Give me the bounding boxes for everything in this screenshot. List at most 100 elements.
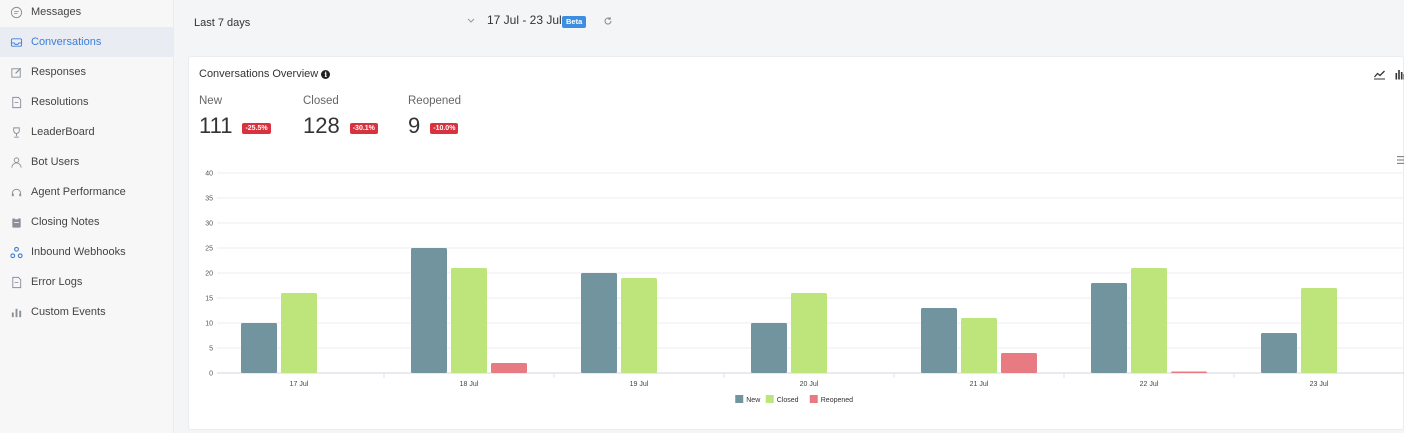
sidebar-item-label: Conversations — [31, 36, 102, 48]
beta-badge: Beta — [562, 16, 587, 28]
stat-closed: Closed 128 -30.1% — [303, 95, 378, 139]
user-icon — [9, 155, 23, 169]
x-tick-label: 23 Jul — [1310, 381, 1329, 388]
stat-label: Closed — [303, 95, 339, 107]
sidebar-item-inbound-webhooks[interactable]: Inbound Webhooks — [0, 237, 174, 267]
y-tick-label: 40 — [205, 171, 213, 178]
date-range-text: 17 Jul - 23 Jul — [487, 13, 562, 27]
bar-closed — [1301, 288, 1337, 373]
sidebar-item-label: Agent Performance — [31, 186, 126, 198]
legend-label: Closed — [777, 397, 799, 404]
chevron-down-icon[interactable] — [466, 15, 476, 27]
bar-chart-icon — [9, 305, 23, 319]
sidebar-item-label: Custom Events — [31, 306, 106, 318]
conversations-overview-card: Conversations Overview i New 111 -25.5% … — [188, 56, 1404, 430]
y-tick-label: 25 — [205, 246, 213, 253]
chat-bubble-icon — [9, 5, 23, 19]
stat-new: New 111 -25.5% — [199, 95, 271, 139]
bar-closed — [621, 278, 657, 373]
y-tick-label: 15 — [205, 296, 213, 303]
stat-change-badge: -25.5% — [242, 123, 271, 134]
bar-closed — [961, 318, 997, 373]
x-tick-label: 20 Jul — [800, 381, 819, 388]
y-tick-label: 35 — [205, 196, 213, 203]
stat-label: New — [199, 95, 223, 107]
bar-new — [411, 248, 447, 373]
sidebar-item-label: Responses — [31, 66, 87, 78]
bar-new — [1091, 283, 1127, 373]
card-title-text: Conversations Overview — [199, 68, 319, 80]
sidebar-item-label: LeaderBoard — [31, 126, 95, 138]
stat-reopened: Reopened 9 -10.0% — [408, 95, 461, 139]
sidebar-item-leaderboard[interactable]: LeaderBoard — [0, 117, 174, 147]
refresh-icon[interactable] — [603, 15, 613, 27]
stat-value: 128 — [303, 113, 340, 138]
bar-new — [921, 308, 957, 373]
legend-swatch — [735, 395, 744, 403]
bar-closed — [281, 293, 317, 373]
sidebar-item-label: Messages — [31, 6, 82, 18]
edit-icon — [9, 65, 23, 79]
sidebar-item-label: Inbound Webhooks — [31, 246, 126, 258]
card-title: Conversations Overview i — [199, 68, 331, 80]
sidebar-item-label: Resolutions — [31, 96, 89, 108]
stat-value: 111 — [199, 113, 233, 138]
sidebar-item-label: Closing Notes — [31, 216, 100, 228]
document-icon — [9, 275, 23, 289]
bar-reopened — [1001, 353, 1037, 373]
sidebar-item-bot-users[interactable]: Bot Users — [0, 147, 174, 177]
y-tick-label: 5 — [209, 346, 213, 353]
bar-reopened — [1171, 371, 1207, 373]
stat-change-badge: -10.0% — [430, 123, 459, 134]
bar-reopened — [491, 363, 527, 373]
sidebar-item-error-logs[interactable]: Error Logs — [0, 267, 174, 297]
sidebar-item-label: Bot Users — [31, 156, 80, 168]
legend-swatch — [809, 395, 818, 403]
conversations-bar-chart: 0 5 10 15 20 25 30 35 40 17 Jul 18 Jul 19 Jul 20 Jul… — [205, 171, 1404, 404]
bar-closed — [1131, 268, 1167, 373]
sidebar-item-label: Error Logs — [31, 276, 83, 288]
sidebar-item-custom-events[interactable]: Custom Events — [0, 297, 174, 327]
legend-swatch — [765, 395, 774, 403]
legend-label: New — [746, 397, 761, 404]
bar-new — [1261, 333, 1297, 373]
date-range-select[interactable]: Last 7 days — [194, 15, 304, 31]
sidebar-item-resolutions[interactable]: Resolutions — [0, 87, 174, 117]
bar-chart-icon[interactable] — [1395, 68, 1404, 80]
x-tick-label: 19 Jul — [630, 381, 649, 388]
bar-new — [241, 323, 277, 373]
inbox-icon — [9, 35, 23, 49]
bar-new — [751, 323, 787, 373]
line-chart-icon[interactable] — [1373, 68, 1386, 80]
webhook-icon — [9, 245, 23, 259]
x-tick-label: 22 Jul — [1140, 381, 1159, 388]
sidebar-item-conversations[interactable]: Conversations — [0, 27, 174, 57]
x-tick-label: 17 Jul — [290, 381, 309, 388]
x-tick-label: 21 Jul — [970, 381, 989, 388]
sidebar: Messages Conversations Responses Resolut… — [0, 0, 174, 433]
y-tick-label: 0 — [209, 371, 213, 378]
y-tick-label: 30 — [205, 221, 213, 228]
sidebar-item-responses[interactable]: Responses — [0, 57, 174, 87]
date-range-select-value: Last 7 days — [194, 17, 251, 29]
filter-bar: Last 7 days 17 Jul - 23 Jul Beta — [175, 0, 1404, 52]
x-tick-label: 18 Jul — [460, 381, 479, 388]
document-icon — [9, 95, 23, 109]
sidebar-item-messages[interactable]: Messages — [0, 0, 174, 27]
sidebar-item-agent-performance[interactable]: Agent Performance — [0, 177, 174, 207]
chart-menu-icon[interactable] — [1397, 155, 1404, 165]
legend-label: Reopened — [821, 397, 853, 404]
sidebar-item-closing-notes[interactable]: Closing Notes — [0, 207, 174, 237]
headset-icon — [9, 185, 23, 199]
clipboard-icon — [9, 215, 23, 229]
bar-closed — [791, 293, 827, 373]
bar-closed — [451, 268, 487, 373]
stat-change-badge: -30.1% — [349, 123, 378, 134]
y-tick-label: 20 — [205, 271, 213, 278]
info-icon[interactable]: i — [321, 69, 331, 79]
stat-label: Reopened — [408, 95, 462, 107]
stat-value: 9 — [408, 113, 421, 138]
bar-new — [581, 273, 617, 373]
y-tick-label: 10 — [205, 321, 213, 328]
trophy-icon — [9, 125, 23, 139]
